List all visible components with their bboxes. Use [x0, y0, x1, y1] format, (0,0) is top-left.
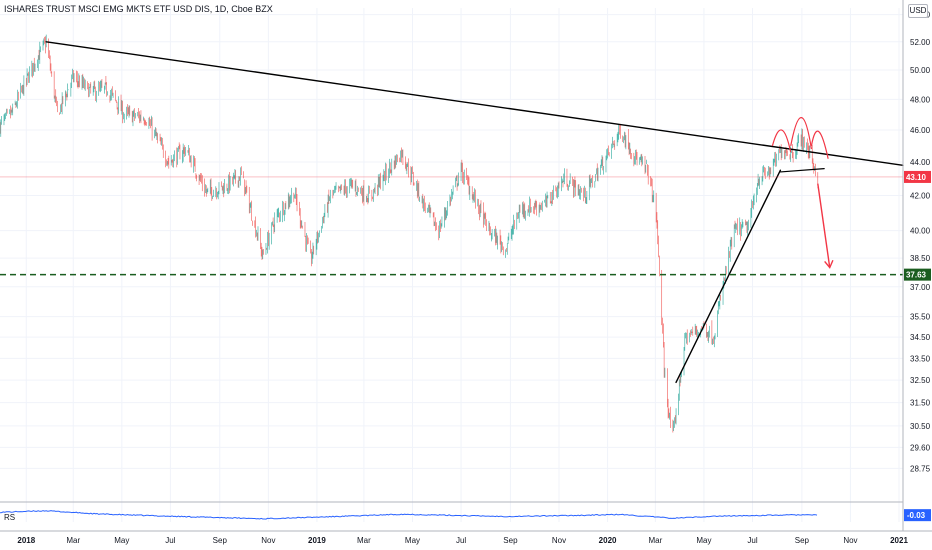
- x-tick-label: Nov: [552, 536, 566, 545]
- x-tick-label: Mar: [66, 536, 80, 545]
- x-tick-label: Jul: [747, 536, 757, 545]
- x-tick-label: Sep: [503, 536, 518, 545]
- left-shoulder-arc: [771, 129, 792, 153]
- drawing-layer: [0, 41, 904, 384]
- projection-arrow-head: [824, 259, 834, 269]
- x-tick-label: Jul: [456, 536, 466, 545]
- y-tick-label: 32.50: [910, 376, 931, 385]
- y-tick-label: 29.60: [910, 443, 931, 452]
- x-tick-label: May: [114, 536, 129, 545]
- x-tick-label: Jul: [165, 536, 175, 545]
- y-tick-label: 48.00: [910, 95, 931, 104]
- candles: [0, 34, 819, 433]
- support-price-label: 37.63: [906, 271, 927, 280]
- trendline-up: [675, 169, 782, 384]
- last-price-tag: [904, 170, 931, 183]
- y-tick-label: 30.50: [910, 422, 931, 431]
- x-tick-label: May: [696, 536, 711, 545]
- x-tick-label: 2021: [890, 536, 908, 545]
- support-price-tag: [904, 268, 931, 281]
- y-tick-label: 44.00: [910, 158, 931, 167]
- rs-pane: -0.03: [0, 509, 931, 522]
- y-tick-label: 37.00: [910, 283, 931, 292]
- y-tick-label: 28.75: [910, 464, 931, 473]
- chart-title: ISHARES TRUST MSCI EMG MKTS ETF USD DIS,…: [4, 4, 273, 14]
- trendline-down: [45, 41, 904, 167]
- y-tick-label: 52.00: [910, 38, 931, 47]
- x-tick-label: Nov: [261, 536, 275, 545]
- x-tick-label: Nov: [843, 536, 857, 545]
- rs-value-label: -0.03: [907, 511, 926, 520]
- rs-value-tag: [904, 509, 931, 522]
- y-tick-label: 33.50: [910, 354, 931, 363]
- y-tick-label: 34.50: [910, 333, 931, 342]
- y-tick-label: 42.00: [910, 192, 931, 201]
- rs-line: [0, 510, 818, 520]
- right-shoulder-arc: [810, 130, 829, 159]
- y-tick-label: 31.50: [910, 399, 931, 408]
- x-tick-label: May: [405, 536, 420, 545]
- neckline: [779, 168, 825, 173]
- x-tick-label: Sep: [213, 536, 228, 545]
- head-arc: [790, 117, 813, 150]
- projection-arrow-shaft: [817, 183, 831, 268]
- y-tick-label: 35.50: [910, 313, 931, 322]
- x-tick-label: 2019: [308, 536, 326, 545]
- last-price-label: 43.10: [906, 173, 927, 182]
- rs-indicator-label[interactable]: RS: [4, 513, 16, 522]
- y-tick-label: 46.00: [910, 126, 931, 135]
- grid: [0, 8, 903, 522]
- x-tick-label: Sep: [795, 536, 810, 545]
- y-tick-label: 50.00: [910, 66, 931, 75]
- x-tick-label: Mar: [357, 536, 371, 545]
- currency-badge[interactable]: USD: [908, 4, 928, 18]
- x-tick-label: Mar: [648, 536, 662, 545]
- y-tick-label: 38.50: [910, 254, 931, 263]
- x-tick-label: 2018: [17, 536, 35, 545]
- y-tick-label: 40.00: [910, 227, 931, 236]
- x-tick-label: 2020: [599, 536, 617, 545]
